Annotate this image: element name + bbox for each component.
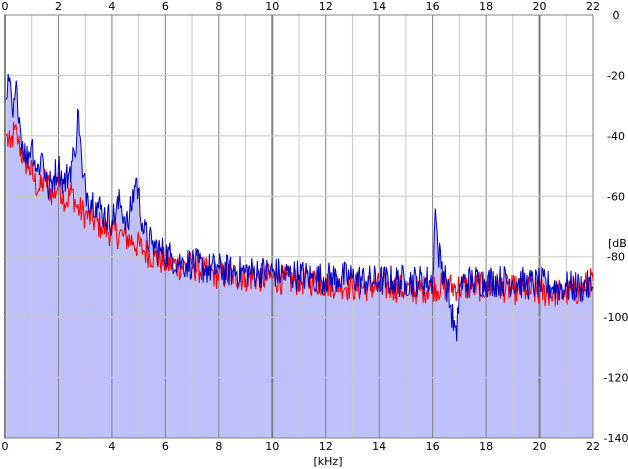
x-tick-label-bottom: 18 [479,440,493,453]
x-tick-label-top: 0 [2,0,9,13]
y-tick-label: -20 [607,69,625,82]
x-tick-label-bottom: 22 [586,440,600,453]
y-tick-label: -80 [607,251,625,264]
x-tick-label-bottom: 20 [533,440,547,453]
x-tick-label-top: 2 [55,0,62,13]
x-tick-label-top: 6 [162,0,169,13]
series-line-blue [5,73,594,342]
y-tick-label: -140 [604,432,628,445]
x-tick-label-top: 18 [479,0,493,13]
x-tick-label-bottom: 4 [108,440,115,453]
x-tick-label-top: 22 [586,0,600,13]
x-tick-label-bottom: 2 [55,440,62,453]
y-tick-label: -60 [607,190,625,203]
x-tick-label-top: 14 [372,0,386,13]
x-tick-label-top: 16 [426,0,440,13]
x-tick-label-top: 8 [215,0,222,13]
spectrum-fill [6,73,594,439]
y-axis-label: [dB] [608,237,628,250]
x-tick-label-bottom: 0 [2,440,9,453]
y-tick-label: -40 [607,130,625,143]
tick-labels: 002244668810101212141416161818202022220-… [2,0,628,453]
x-tick-label-bottom: 14 [372,440,386,453]
y-tick-label: -100 [604,311,628,324]
x-tick-label-top: 12 [319,0,333,13]
x-tick-label-bottom: 16 [426,440,440,453]
x-tick-label-top: 20 [533,0,547,13]
x-tick-label-bottom: 8 [215,440,222,453]
x-tick-label-top: 10 [265,0,279,13]
x-tick-label-bottom: 12 [319,440,333,453]
x-tick-label-bottom: 6 [162,440,169,453]
x-tick-label-bottom: 10 [265,440,279,453]
y-tick-label: 0 [613,9,620,22]
grid-lines [4,14,594,439]
y-tick-label: -120 [604,372,628,385]
series-lines [5,73,594,342]
spectrum-fill-area [6,73,594,439]
x-tick-label-top: 4 [108,0,115,13]
plot-frame [4,14,594,439]
x-axis-label: [kHz] [314,455,343,468]
